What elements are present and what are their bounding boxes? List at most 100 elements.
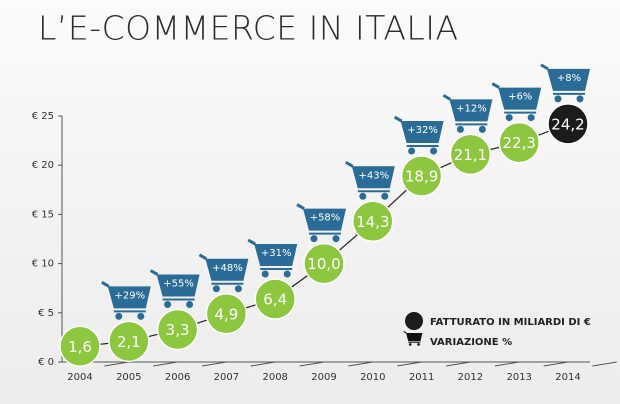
revenue-circle: [108, 320, 150, 363]
variation-label: +58%: [310, 213, 341, 224]
x-tick: [299, 361, 325, 367]
x-tick: [153, 361, 178, 367]
revenue-point: 3,3: [156, 308, 199, 351]
cart-wheel: [527, 114, 535, 122]
legend-label: FATTURATO IN MILIARDI DI €: [430, 317, 591, 328]
variation-cart: +43%: [345, 160, 395, 200]
cart-wheel: [478, 125, 486, 133]
revenue-label: 18,9: [405, 168, 438, 186]
revenue-label: 6,4: [263, 291, 287, 309]
revenue-circle: [498, 121, 540, 164]
cart-basket: [547, 68, 590, 91]
cart-basket: [254, 244, 298, 267]
cart-handle: [345, 160, 354, 168]
cart-wheel: [261, 270, 269, 278]
x-tick-label: 2006: [165, 372, 190, 383]
revenue-circle: [547, 103, 589, 145]
trend-line: [79, 123, 569, 347]
variation-cart: +31%: [247, 238, 298, 278]
cart-handle: [149, 269, 159, 276]
cart-handle: [198, 253, 208, 261]
revenue-point: 24,2: [547, 103, 589, 145]
revenue-point: 4,9: [205, 293, 248, 335]
cart-handle: [403, 330, 407, 334]
revenue-label: 1,6: [68, 338, 92, 356]
cart-wheel: [186, 301, 194, 309]
x-tick: [104, 361, 129, 367]
revenue-point: 2,1: [108, 320, 150, 363]
variation-cart: +12%: [442, 94, 493, 133]
variation-label: +29%: [114, 290, 145, 301]
revenue-circle: [449, 133, 492, 176]
cart-handle: [247, 238, 256, 246]
variation-cart: +6%: [491, 82, 542, 122]
x-tick: [397, 361, 422, 367]
cart-handle: [540, 63, 549, 71]
variation-label: +8%: [557, 73, 581, 84]
x-tick-label: 2004: [67, 372, 92, 383]
cart-wheel: [430, 147, 438, 155]
revenue-circle: [156, 308, 199, 351]
variation-cart: +32%: [393, 115, 444, 155]
revenue-label: 4,9: [214, 305, 238, 323]
cart-basket: [400, 121, 444, 144]
cart-handle: [296, 203, 305, 210]
variation-label: +12%: [456, 103, 487, 114]
cart-wheel: [408, 147, 416, 155]
revenue-point: 21,1: [449, 133, 492, 176]
cart-basket: [107, 286, 151, 309]
revenue-circle: [254, 278, 296, 320]
y-tick-label: € 25: [32, 111, 54, 122]
y-tick-label: € 5: [38, 308, 54, 319]
x-tick: [592, 361, 617, 367]
variation-label: +6%: [508, 92, 532, 103]
cart-wheel: [212, 285, 220, 293]
cart-wheel: [283, 270, 291, 278]
x-tick: [494, 361, 520, 367]
revenue-circle: [400, 155, 443, 197]
cart-wheel: [554, 95, 562, 103]
cart-basket: [351, 166, 395, 189]
cart-wheel: [505, 114, 513, 122]
y-tick-label: € 0: [38, 357, 54, 368]
cart-basket: [449, 99, 493, 122]
cart-wheel: [381, 192, 389, 200]
cart-wheel: [310, 235, 318, 243]
cart-basket: [498, 87, 542, 110]
variation-label: +31%: [261, 248, 292, 259]
cart-wheel: [576, 95, 584, 103]
cart-handle: [442, 94, 452, 101]
x-tick-label: 2012: [458, 372, 483, 383]
revenue-point: 10,0: [303, 242, 345, 285]
variation-label: +55%: [163, 279, 194, 290]
revenue-point: 18,9: [400, 155, 443, 197]
variation-label: +43%: [358, 170, 389, 181]
x-tick-label: 2013: [506, 372, 531, 383]
revenue-label: 21,1: [454, 146, 487, 164]
variation-cart: +55%: [149, 269, 200, 309]
revenue-point: 1,6: [59, 325, 101, 368]
legend-marker: [403, 330, 423, 346]
cart-handle: [101, 281, 110, 288]
legend-marker: [405, 312, 423, 330]
cart-wheel: [417, 343, 420, 346]
cart-basket: [156, 274, 200, 297]
revenue-circle: [205, 293, 248, 335]
cart-basket: [406, 333, 423, 342]
y-tick-label: € 15: [32, 209, 54, 220]
variation-cart: +58%: [296, 203, 346, 243]
y-tick-label: € 10: [32, 259, 54, 270]
x-tick-label: 2009: [311, 372, 336, 383]
revenue-label: 24,2: [551, 115, 584, 133]
y-tick-label: € 20: [32, 160, 54, 171]
revenue-point: 22,3: [498, 121, 540, 164]
cart-wheel: [456, 125, 464, 133]
variation-cart: +29%: [101, 281, 151, 320]
cart-wheel: [115, 312, 123, 320]
cart-wheel: [408, 343, 412, 346]
revenue-circle: [352, 200, 394, 243]
revenue-circle: [59, 325, 101, 368]
x-tick: [543, 361, 569, 367]
cart-wheel: [137, 312, 145, 320]
